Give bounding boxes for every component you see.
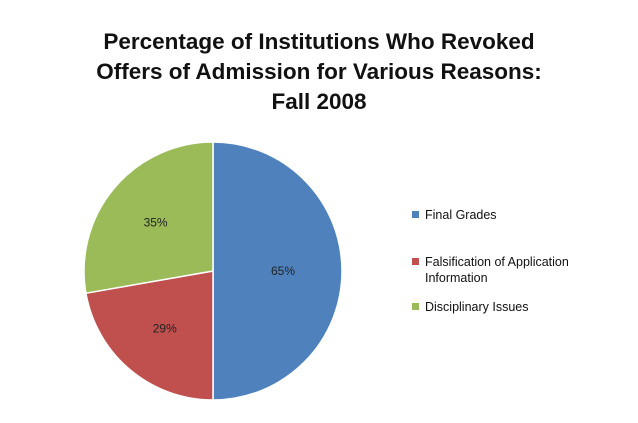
legend-label-falsification-line-2: Information xyxy=(425,271,488,285)
chart-title-line-3: Fall 2008 xyxy=(271,89,367,114)
legend-label-final-grades: Final Grades xyxy=(425,208,497,222)
pie-slice-disciplinary-issues xyxy=(83,141,214,295)
legend-swatch-disciplinary-issues xyxy=(412,303,419,310)
pie-slice-falsification xyxy=(85,270,214,401)
chart-title-line-1: Percentage of Institutions Who Revoked xyxy=(103,29,535,54)
legend-swatch-final-grades xyxy=(412,211,419,218)
data-label-final-grades: 65% xyxy=(271,264,295,278)
data-label-falsification: 29% xyxy=(153,321,177,335)
legend-label-falsification-line-1: Falsification of Application xyxy=(425,255,569,269)
legend-swatch-falsification xyxy=(412,258,419,265)
chart-title-line-2: Offers of Admission for Various Reasons: xyxy=(96,59,542,84)
pie-slice-final-grades xyxy=(212,141,343,401)
legend-label-disciplinary-issues: Disciplinary Issues xyxy=(425,300,529,314)
data-label-disciplinary-issues: 35% xyxy=(144,216,168,230)
chart-title: Percentage of Institutions Who Revoked O… xyxy=(0,27,638,117)
